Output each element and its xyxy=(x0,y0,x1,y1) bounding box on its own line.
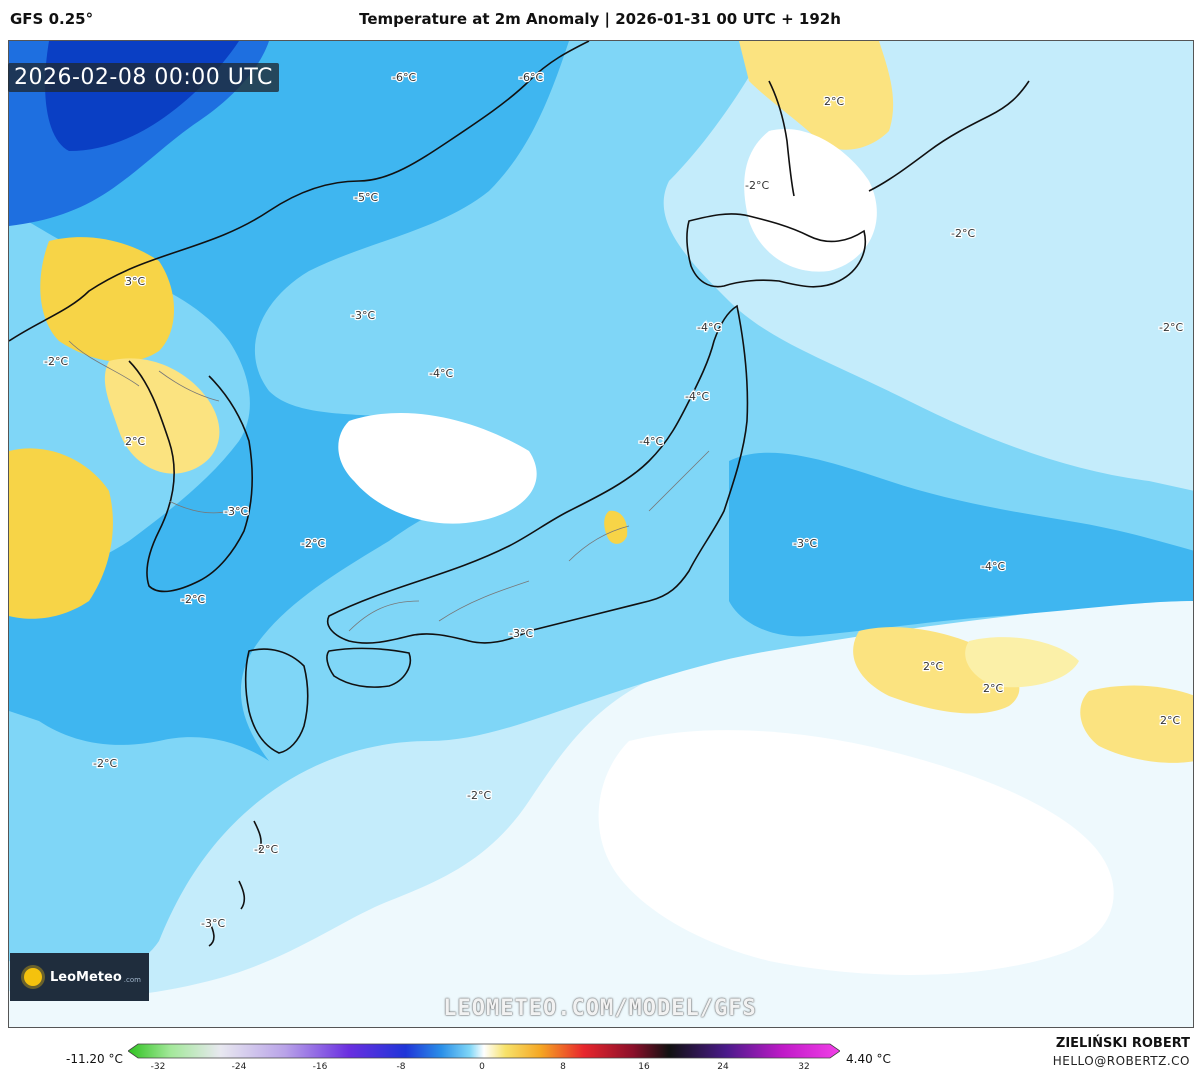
contour-label: -4°C xyxy=(639,435,663,448)
logo-domain: .com xyxy=(123,975,141,984)
colorbar-tick: -24 xyxy=(231,1062,247,1072)
coast-kuril xyxy=(868,80,1030,192)
contour-label: -4°C xyxy=(685,390,709,403)
contour-label: 2°C xyxy=(125,435,145,448)
coast-shikoku xyxy=(326,647,411,688)
colorbar-tick: 16 xyxy=(638,1062,650,1072)
colorbar-tick: -16 xyxy=(312,1062,328,1072)
colorbar-tick: -32 xyxy=(150,1062,166,1072)
contour-label: 2°C xyxy=(1160,714,1180,727)
contour-label: -2°C xyxy=(254,843,278,856)
cold-light-region xyxy=(9,41,1193,975)
contour-label: -3°C xyxy=(201,917,225,930)
cold-mid-east xyxy=(729,452,1193,637)
warm-japan-central xyxy=(604,510,628,544)
colorbar-tick: -8 xyxy=(396,1062,406,1072)
contour-label: -2°C xyxy=(93,757,117,770)
coast-asia-mainland xyxy=(9,41,590,342)
warm-west-edge xyxy=(9,448,113,619)
contour-label: 3°C xyxy=(125,275,145,288)
contour-label: -4°C xyxy=(981,560,1005,573)
near-zero-east xyxy=(744,129,877,272)
colorbar-tick: 8 xyxy=(560,1062,566,1072)
leometeo-logo[interactable]: LeoMeteo .com xyxy=(10,953,149,1001)
chart-title: Temperature at 2m Anomaly | 2026-01-31 0… xyxy=(359,10,841,28)
warm-pacific-b xyxy=(1080,685,1193,763)
contour-label: -4°C xyxy=(697,321,721,334)
contour-label: 2°C xyxy=(923,660,943,673)
near-zero-sea xyxy=(338,412,537,524)
warm-sakhalin xyxy=(739,41,894,150)
contour-label: -2°C xyxy=(181,593,205,606)
contour-label: -2°C xyxy=(44,355,68,368)
contour-label: -2°C xyxy=(301,537,325,550)
warm-korea-mid xyxy=(104,358,220,474)
contour-labels: -6°C -6°C -5°C -3°C -4°C -2°C 3°C 2°C -3… xyxy=(43,70,1185,932)
sun-icon xyxy=(24,968,42,986)
contour-label: -2°C xyxy=(467,789,491,802)
contour-label: -6°C xyxy=(519,71,543,84)
coast-hokkaido xyxy=(686,213,866,288)
contour-label: -5°C xyxy=(354,191,378,204)
author-email[interactable]: HELLO@ROBERTZ.CO xyxy=(1052,1054,1190,1068)
valid-time-badge: 2026-02-08 00:00 UTC xyxy=(8,63,279,92)
coast-honshu xyxy=(327,304,749,644)
contour-label: -2°C xyxy=(1159,321,1183,334)
colorbar-min-label: -11.20 °C xyxy=(66,1052,123,1066)
cold-mid-region xyxy=(9,41,569,761)
coast-sakhalin xyxy=(768,80,795,197)
colorbar-tick: 32 xyxy=(798,1062,810,1072)
contour-label: -3°C xyxy=(793,537,817,550)
contour-label: -3°C xyxy=(509,627,533,640)
coast-korea xyxy=(128,360,254,593)
contour-label: -6°C xyxy=(392,71,416,84)
contour-label: 2°C xyxy=(983,682,1003,695)
header-bar: GFS 0.25° Temperature at 2m Anomaly | 20… xyxy=(0,0,1200,40)
colorbar-tick: 24 xyxy=(717,1062,729,1072)
logo-name: LeoMeteo xyxy=(50,969,122,985)
colorbar-max-label: 4.40 °C xyxy=(846,1052,891,1066)
watermark-url: LEOMETEO.COM/MODEL/GFS xyxy=(443,996,757,1021)
colorbar-ticks: -32 -24 -16 -8 0 8 16 24 32 xyxy=(0,1062,1200,1074)
contour-label: 2°C xyxy=(824,95,844,108)
colorbar xyxy=(128,1043,840,1059)
anomaly-map[interactable]: -6°C -6°C -5°C -3°C -4°C -2°C 3°C 2°C -3… xyxy=(8,40,1194,1028)
coast-ryukyu xyxy=(208,820,262,947)
contour-label: -4°C xyxy=(429,367,453,380)
coastlines xyxy=(9,41,1030,947)
warm-pacific-c xyxy=(965,637,1079,688)
colorbar-tick: 0 xyxy=(479,1062,485,1072)
contour-label: -2°C xyxy=(951,227,975,240)
contour-label: -3°C xyxy=(224,505,248,518)
contour-label: -3°C xyxy=(351,309,375,322)
author-name: ZIELIŃSKI ROBERT xyxy=(1055,1036,1190,1051)
contour-label: -2°C xyxy=(745,179,769,192)
coast-kyushu xyxy=(244,648,309,754)
admin-borders xyxy=(68,340,710,632)
map-canvas: -6°C -6°C -5°C -3°C -4°C -2°C 3°C 2°C -3… xyxy=(9,41,1193,1027)
model-name: GFS 0.25° xyxy=(10,10,94,28)
warm-korea-north xyxy=(40,237,174,362)
near-zero-south xyxy=(598,730,1114,975)
